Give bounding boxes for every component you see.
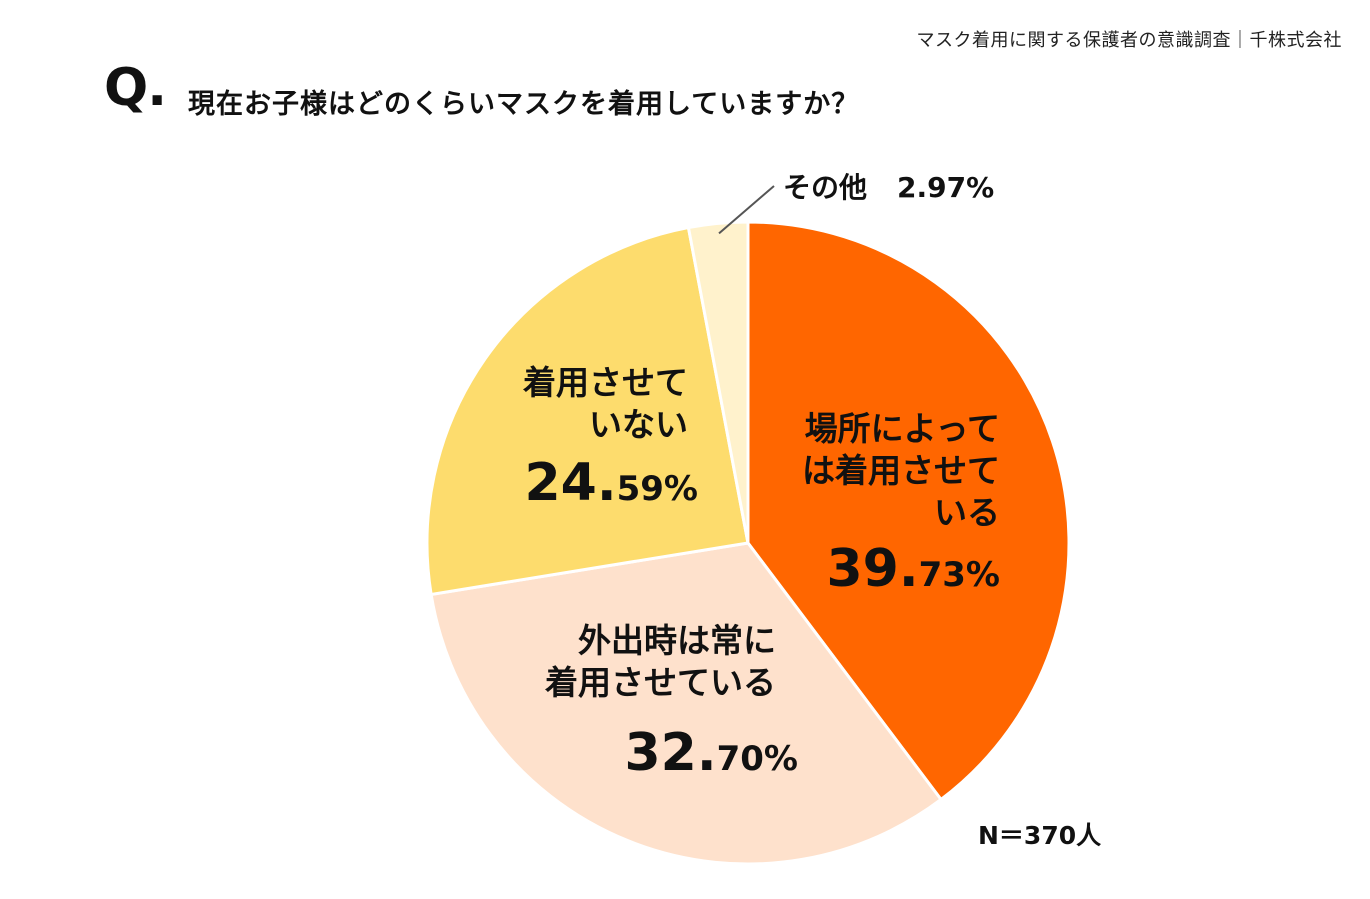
slice-label-1-line-3: いる: [934, 493, 1000, 532]
slice-value-3: 24.59%: [524, 453, 698, 513]
pie-slice-2: [429, 541, 944, 866]
slice-label-3-line-2: いない: [589, 405, 688, 444]
slice-value-1: 39.73%: [826, 539, 1000, 599]
slice-label-1-line-1: 場所によって: [804, 409, 1000, 448]
slice-label-3: 着用させて いない 24.59%: [523, 362, 698, 510]
question-text: 現在お子様はどのくらいマスクを着用していますか？: [188, 89, 860, 120]
slice-label-1-line-2: は着用させて: [802, 451, 1000, 490]
slice-label-3-line-1: 着用させて: [523, 363, 688, 402]
slice-value-4: 2.97%: [897, 171, 995, 204]
pie-slice-1: [746, 220, 1071, 802]
slice-label-4: その他 2.97%: [783, 166, 994, 206]
pie-slice-3: [425, 225, 750, 597]
pie-slice-4: [686, 220, 750, 544]
question-mark: Q.: [104, 58, 167, 118]
leader-line-other: [718, 185, 775, 235]
source-caption: マスク着用に関する保護者の意識調査｜千株式会社: [916, 30, 1342, 51]
slice-label-2: 外出時は常に 着用させている 32.70%: [545, 620, 798, 780]
slice-label-4-text: その他: [783, 171, 868, 204]
slice-label-2-line-2: 着用させている: [545, 663, 776, 702]
sample-size-label: N＝370人: [978, 821, 1102, 850]
slice-value-2: 32.70%: [624, 723, 798, 783]
slice-label-1: 場所によって は着用させて いる 39.73%: [802, 408, 1000, 596]
slice-label-2-line-1: 外出時は常に: [578, 621, 776, 660]
